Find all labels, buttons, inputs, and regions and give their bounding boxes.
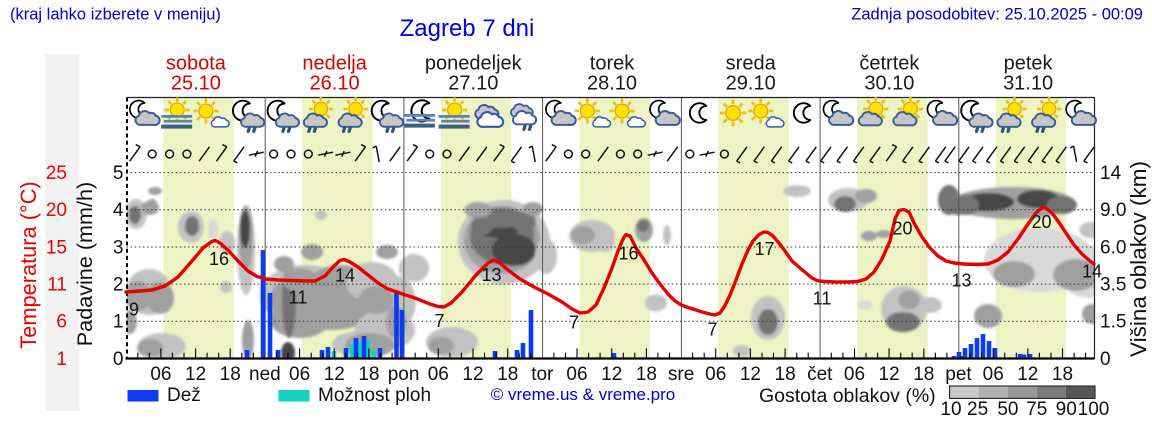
svg-text:12: 12 (462, 364, 483, 385)
svg-text:29.10: 29.10 (726, 73, 776, 95)
svg-text:13: 13 (951, 271, 971, 291)
svg-text:(kraj lahko izberete v meniju): (kraj lahko izberete v meniju) (10, 6, 221, 24)
svg-text:1: 1 (113, 312, 124, 333)
svg-text:3.5: 3.5 (1100, 274, 1126, 295)
svg-text:18: 18 (497, 364, 518, 385)
svg-text:18: 18 (358, 364, 379, 385)
svg-text:7: 7 (434, 311, 444, 331)
svg-text:Dež: Dež (167, 385, 201, 406)
svg-text:čet: čet (807, 364, 833, 385)
svg-text:06: 06 (428, 364, 449, 385)
svg-text:sobota: sobota (166, 53, 227, 75)
svg-text:30.10: 30.10 (864, 73, 914, 95)
svg-text:13: 13 (481, 265, 501, 285)
svg-text:12: 12 (1017, 364, 1038, 385)
svg-text:Gostota oblakov (%): Gostota oblakov (%) (759, 385, 936, 407)
svg-text:25: 25 (46, 163, 67, 184)
svg-text:9: 9 (129, 300, 139, 320)
svg-text:06: 06 (844, 364, 865, 385)
svg-text:25.10: 25.10 (171, 73, 221, 95)
svg-text:06: 06 (289, 364, 310, 385)
svg-text:0: 0 (1100, 349, 1111, 370)
svg-text:06: 06 (150, 364, 171, 385)
svg-text:28.10: 28.10 (587, 73, 637, 95)
svg-text:10: 10 (940, 399, 961, 420)
svg-text:Zagreb 7 dni: Zagreb 7 dni (400, 15, 535, 42)
svg-text:7: 7 (569, 313, 579, 333)
svg-text:18: 18 (775, 364, 796, 385)
svg-text:Zadnja posodobitev: 25.10.2025: Zadnja posodobitev: 25.10.2025 - 00:09 (851, 6, 1143, 24)
svg-text:tor: tor (531, 364, 554, 385)
svg-text:2: 2 (113, 274, 124, 295)
svg-text:50: 50 (997, 399, 1018, 420)
svg-text:17: 17 (754, 239, 774, 259)
svg-text:© vreme.us & vreme.pro: © vreme.us & vreme.pro (491, 385, 675, 404)
svg-text:ned: ned (249, 364, 281, 385)
svg-text:06: 06 (983, 364, 1004, 385)
svg-text:20: 20 (892, 219, 912, 239)
svg-text:12: 12 (740, 364, 761, 385)
svg-text:18: 18 (636, 364, 657, 385)
svg-text:06: 06 (705, 364, 726, 385)
svg-text:nedelja: nedelja (302, 53, 367, 75)
svg-text:11: 11 (47, 274, 67, 295)
svg-text:90: 90 (1056, 399, 1077, 420)
svg-text:Temperatura (°C): Temperatura (°C) (16, 181, 41, 348)
svg-text:14: 14 (335, 266, 355, 286)
svg-text:sre: sre (668, 364, 694, 385)
svg-text:18: 18 (1052, 364, 1073, 385)
svg-text:12: 12 (324, 364, 345, 385)
svg-text:Možnost ploh: Možnost ploh (318, 385, 431, 406)
svg-text:12: 12 (601, 364, 622, 385)
svg-text:06: 06 (566, 364, 587, 385)
svg-text:6.0: 6.0 (1100, 237, 1126, 258)
svg-text:pet: pet (945, 364, 972, 385)
svg-text:100: 100 (1078, 399, 1110, 420)
svg-text:14: 14 (1100, 163, 1122, 184)
svg-text:1: 1 (56, 349, 67, 370)
svg-text:16: 16 (209, 249, 229, 269)
svg-text:4: 4 (113, 200, 124, 221)
svg-text:20: 20 (46, 200, 67, 221)
svg-text:1.5: 1.5 (1100, 312, 1126, 333)
svg-text:6: 6 (56, 312, 67, 333)
svg-text:12: 12 (879, 364, 900, 385)
svg-text:3: 3 (113, 237, 124, 258)
svg-text:16: 16 (618, 244, 638, 264)
svg-text:torek: torek (590, 53, 635, 75)
svg-text:75: 75 (1026, 399, 1047, 420)
svg-text:26.10: 26.10 (310, 73, 360, 95)
svg-text:18: 18 (913, 364, 934, 385)
svg-text:12: 12 (185, 364, 206, 385)
svg-text:31.10: 31.10 (1003, 73, 1053, 95)
svg-text:7: 7 (707, 320, 717, 340)
svg-text:14: 14 (1082, 262, 1102, 282)
svg-text:Višina oblakov (km): Višina oblakov (km) (1126, 161, 1151, 357)
svg-text:18: 18 (220, 364, 241, 385)
svg-text:ponedeljek: ponedeljek (425, 53, 523, 75)
svg-text:Padavine (mm/h): Padavine (mm/h) (72, 182, 97, 346)
svg-text:15: 15 (46, 237, 67, 258)
svg-text:0: 0 (113, 349, 124, 370)
svg-text:pon: pon (388, 364, 420, 385)
svg-text:četrtek: četrtek (859, 53, 920, 75)
svg-text:11: 11 (813, 289, 832, 309)
svg-text:25: 25 (967, 399, 988, 420)
svg-text:11: 11 (289, 288, 308, 308)
svg-text:9.0: 9.0 (1100, 200, 1126, 221)
svg-text:5: 5 (113, 163, 124, 184)
svg-text:27.10: 27.10 (448, 73, 498, 95)
svg-text:sreda: sreda (726, 53, 777, 75)
svg-text:petek: petek (1004, 53, 1054, 75)
svg-text:20: 20 (1031, 212, 1051, 232)
